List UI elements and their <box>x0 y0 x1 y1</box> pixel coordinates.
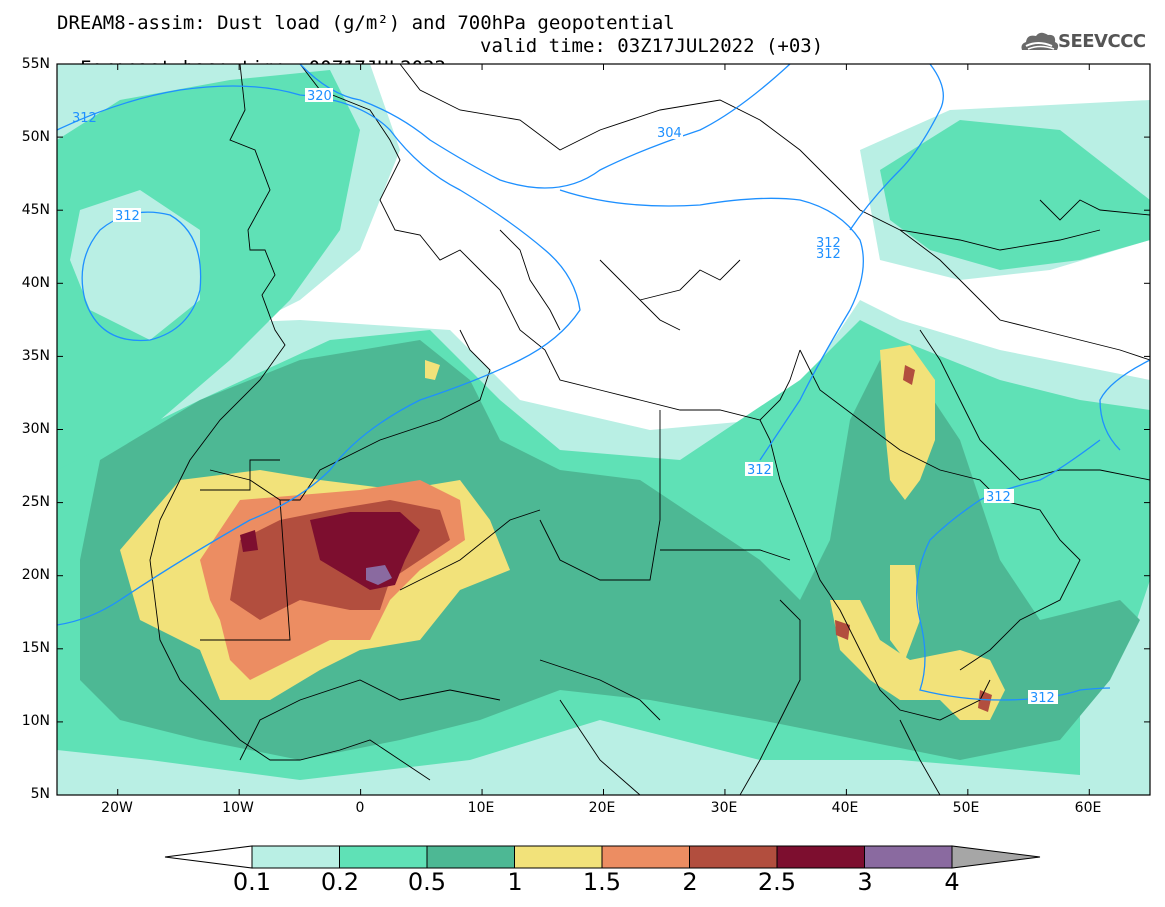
dust-area-2.5 <box>240 530 258 552</box>
colorbar-label: 2.5 <box>757 868 797 896</box>
dust-area-0.2 <box>880 120 1150 270</box>
lat-label: 40N <box>21 275 50 291</box>
dust-area-1 <box>830 600 1005 720</box>
contour-label: 312 <box>816 236 841 251</box>
coastlines <box>149 64 1150 795</box>
colorbar-lower-arrow <box>164 845 253 869</box>
lat-label: 15N <box>21 640 50 656</box>
contour-label: 312 <box>986 490 1011 505</box>
colorbar-label: 2 <box>682 868 698 896</box>
lon-label: 60E <box>1074 800 1102 816</box>
contour-label: 312 <box>1030 691 1055 706</box>
colorbar-segment <box>776 845 865 869</box>
valid-time: valid time: 03Z17JUL2022 (+03) <box>480 35 824 57</box>
lat-label: 25N <box>21 494 50 510</box>
lon-label: 0 <box>355 800 365 816</box>
lat-label: 45N <box>21 202 50 218</box>
lat-label: 30N <box>21 421 50 437</box>
lon-label: 20E <box>588 800 616 816</box>
lat-label: 5N <box>30 786 50 802</box>
contour-label: 312 <box>115 209 140 224</box>
colorbar-label: 0.1 <box>232 868 272 896</box>
dust-shading <box>57 64 1150 795</box>
colorbar-segment <box>251 845 340 869</box>
contour-label: 312 <box>72 111 97 126</box>
lat-label: 35N <box>21 348 50 364</box>
dust-area-2.5 <box>310 512 420 590</box>
axis-ticks <box>57 63 1150 796</box>
colorbar-segment <box>864 845 953 869</box>
lat-label: 50N <box>21 129 50 145</box>
dust-area-0.2 <box>57 70 360 480</box>
colorbar-label: 1 <box>507 868 523 896</box>
lon-label: 10E <box>467 800 495 816</box>
dust-area-3 <box>366 565 392 585</box>
colorbar-segment <box>689 845 778 869</box>
dust-area-1 <box>880 345 935 500</box>
cloud-icon <box>1021 32 1059 50</box>
colorbar-segment <box>339 845 428 869</box>
colorbar-label: 3 <box>857 868 873 896</box>
contour-label: 304 <box>657 126 682 141</box>
dust-area-2 <box>835 620 850 640</box>
colorbar-segment <box>601 845 690 869</box>
lon-label: 40E <box>831 800 859 816</box>
lat-label: 55N <box>21 56 50 72</box>
lon-label: 30E <box>710 800 738 816</box>
lon-label: 10W <box>222 800 254 816</box>
lon-label: 50E <box>952 800 980 816</box>
contour-label: 320 <box>307 89 332 104</box>
contour-label: 312 <box>747 463 772 478</box>
colorbar <box>164 845 1041 869</box>
contour-label: 312 <box>816 247 841 262</box>
lat-label: 20N <box>21 567 50 583</box>
colorbar-label: 4 <box>944 868 960 896</box>
logo-text: SEEVCCC <box>1058 31 1146 52</box>
colorbar-label: 0.5 <box>407 868 447 896</box>
dust-area-1 <box>890 565 920 660</box>
map-title: DREAM8-assim: Dust load (g/m²) and 700hP… <box>57 12 675 34</box>
dust-area-2 <box>903 365 915 385</box>
lat-label: 10N <box>21 713 50 729</box>
colorbar-segment <box>426 845 515 869</box>
colorbar-segment <box>514 845 603 869</box>
dust-area-2 <box>978 690 992 712</box>
colorbar-upper-arrow <box>951 845 1041 869</box>
colorbar-label: 0.2 <box>320 868 360 896</box>
colorbar-label: 1.5 <box>582 868 622 896</box>
lon-label: 20W <box>101 800 133 816</box>
dust-area-1 <box>425 360 440 380</box>
